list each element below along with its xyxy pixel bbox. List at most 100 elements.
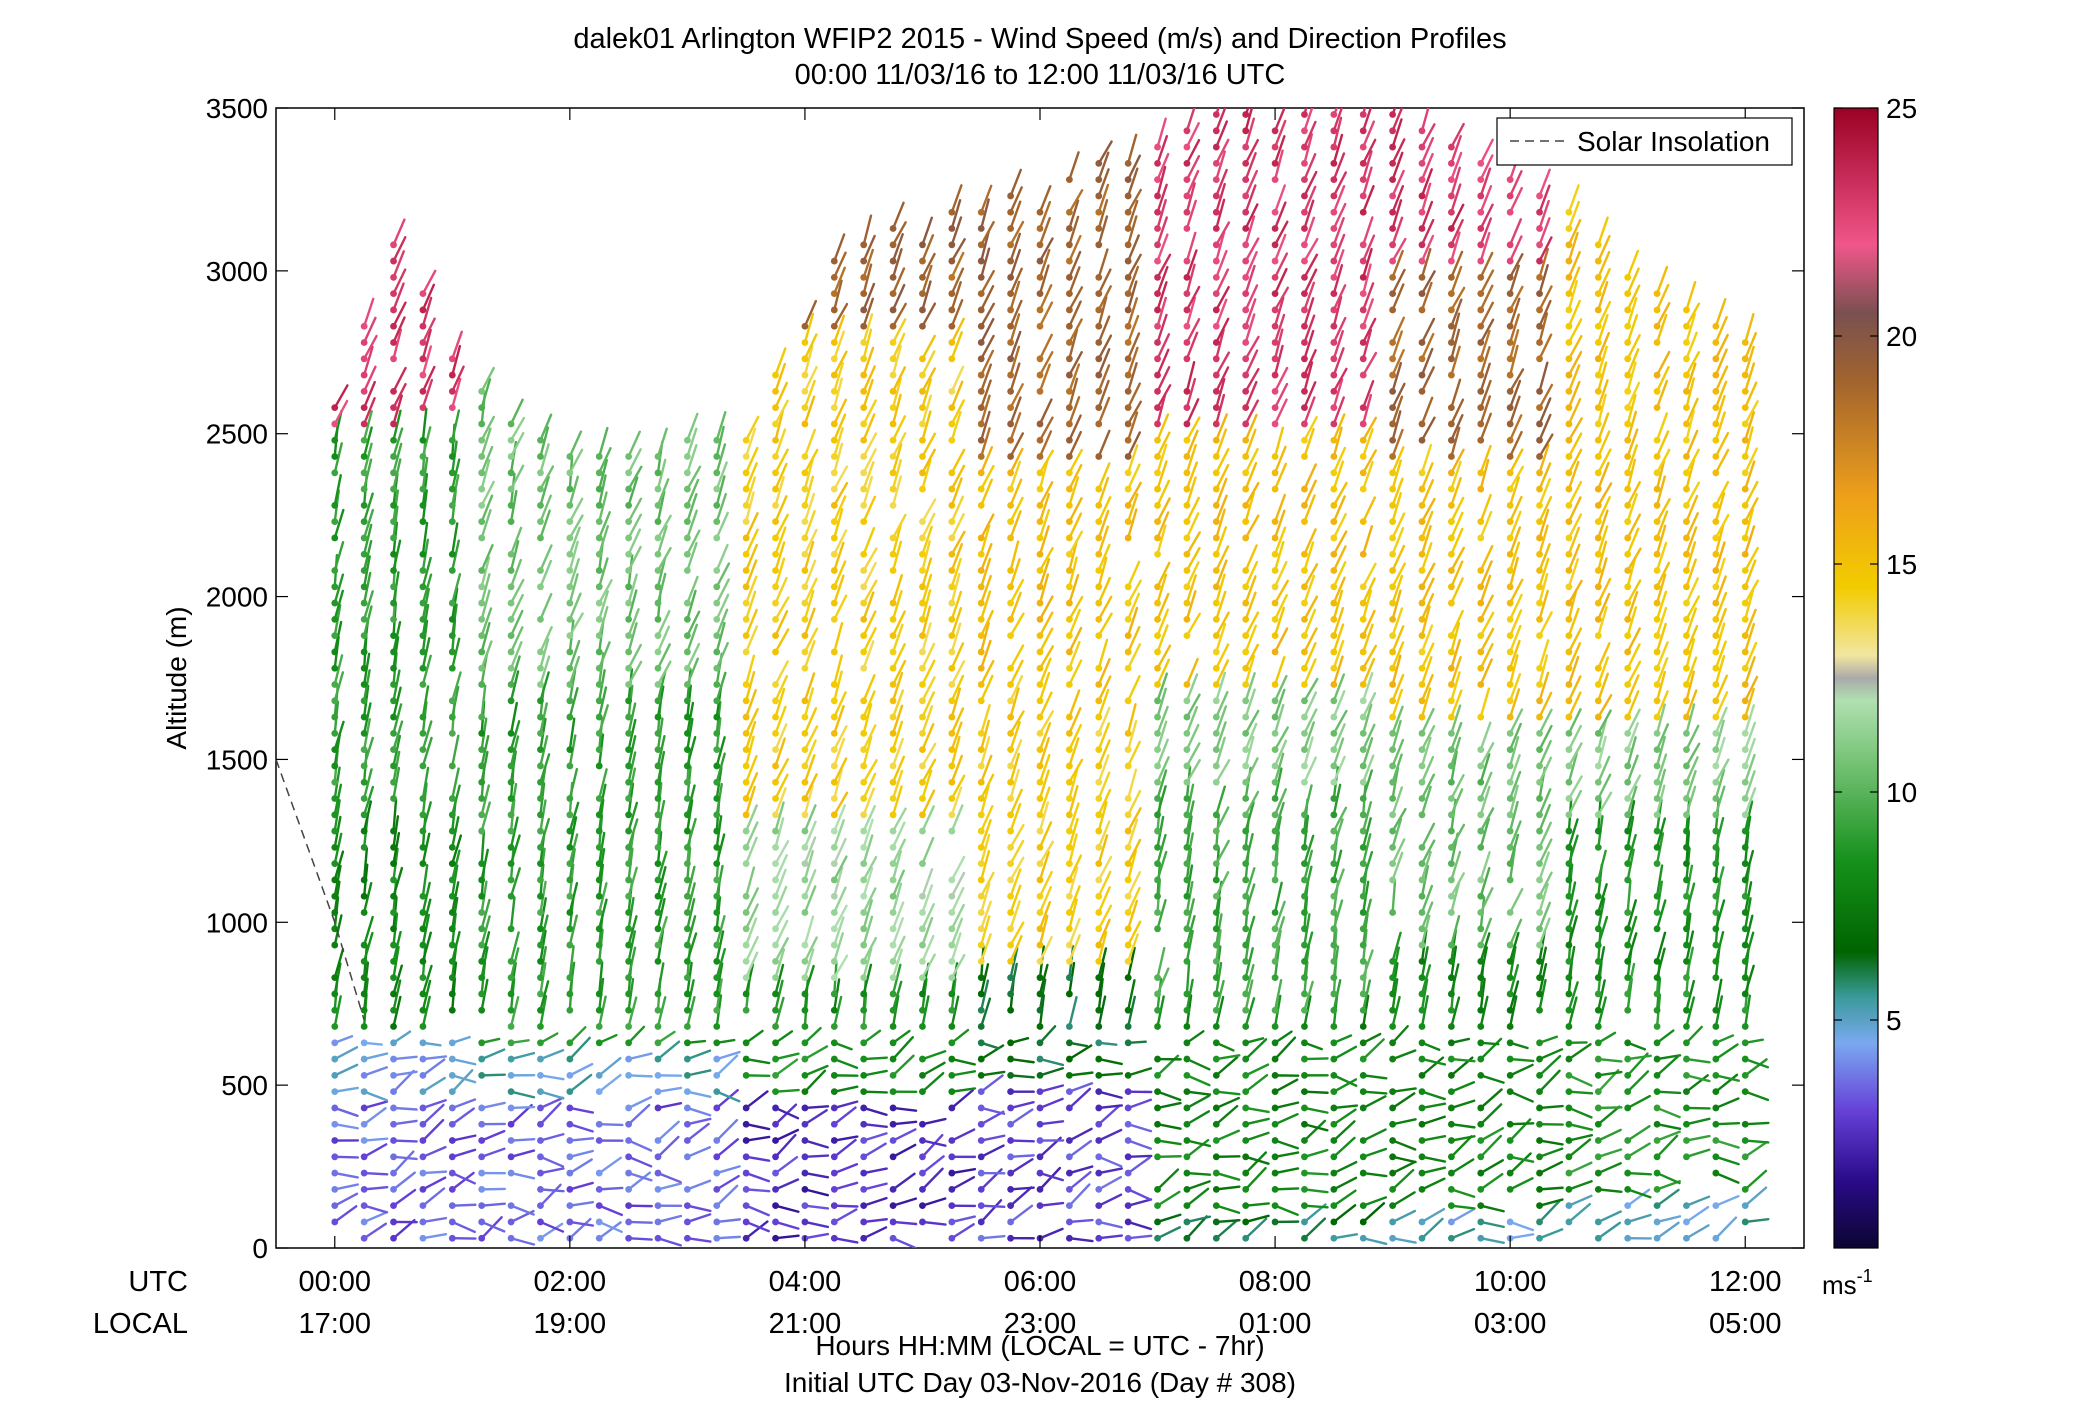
- wind-barb: [1362, 1090, 1388, 1095]
- wind-barb: [891, 755, 906, 784]
- wind-barb-dot: [1594, 909, 1602, 916]
- wind-barb: [715, 915, 726, 947]
- wind-barb: [715, 671, 727, 702]
- wind-barb-dot: [1095, 1202, 1103, 1210]
- wind-barb-dot: [1359, 648, 1367, 656]
- wind-barb-dot: [1242, 501, 1250, 509]
- wind-barb: [421, 881, 431, 914]
- wind-barb-dot: [654, 1202, 662, 1210]
- wind-barb: [1362, 1074, 1388, 1080]
- wind-barb-dot: [419, 290, 427, 298]
- wind-barb: [1185, 296, 1197, 328]
- wind-barb-dot: [1124, 453, 1132, 460]
- wind-barb-dot: [1036, 469, 1044, 477]
- wind-barb-dot: [537, 469, 544, 477]
- wind-barb-dot: [977, 909, 985, 916]
- wind-barb-dot: [1007, 990, 1015, 998]
- wind-barb-dot: [889, 387, 897, 395]
- wind-barb: [1244, 284, 1259, 312]
- wind-barb-dot: [1124, 632, 1132, 640]
- wind-barb-dot: [977, 322, 985, 330]
- wind-barb: [1538, 1048, 1564, 1061]
- wind-barb-dot: [1036, 225, 1044, 232]
- wind-barb-dot: [1565, 1104, 1573, 1112]
- wind-barb: [833, 398, 848, 426]
- wind-barb-dot: [772, 990, 779, 998]
- wind-barb: [1009, 884, 1022, 914]
- wind-barb-dot: [1447, 990, 1455, 998]
- wind-barb-dot: [919, 1055, 926, 1063]
- wind-barb: [1391, 492, 1402, 523]
- wind-barb-dot: [683, 567, 691, 574]
- wind-barb: [803, 936, 818, 963]
- wind-barb-dot: [801, 941, 809, 949]
- wind-barb: [1303, 642, 1317, 670]
- wind-barb: [744, 491, 755, 523]
- wind-barb-dot: [331, 534, 339, 542]
- wind-barb-dot: [948, 534, 956, 542]
- wind-barb: [1185, 182, 1196, 214]
- wind-barb: [1126, 849, 1137, 882]
- wind-barb-dot: [625, 567, 633, 574]
- wind-barb-dot: [977, 615, 985, 623]
- wind-barb-dot: [977, 795, 985, 802]
- wind-barb: [598, 590, 609, 621]
- wind-barb: [1009, 362, 1021, 393]
- wind-barb: [803, 754, 816, 784]
- wind-barb-dot: [1418, 355, 1426, 363]
- wind-barb-dot: [1359, 599, 1367, 607]
- wind-barb-dot: [1301, 339, 1308, 346]
- wind-barb: [833, 954, 849, 979]
- wind-barb: [1126, 1234, 1153, 1240]
- wind-barb: [1538, 247, 1550, 279]
- wind-barb: [715, 511, 729, 540]
- wind-barb-dot: [654, 892, 662, 900]
- wind-barb-dot: [1154, 355, 1161, 363]
- wind-barb: [1215, 1155, 1241, 1159]
- wind-barb: [1567, 513, 1583, 540]
- wind-barb: [1068, 497, 1083, 523]
- wind-barb-dot: [566, 632, 574, 640]
- wind-barb-dot: [1154, 762, 1161, 770]
- wind-barb-dot: [1536, 843, 1543, 851]
- wind-barb-dot: [1447, 974, 1455, 982]
- wind-barb-dot: [1565, 1202, 1573, 1210]
- wind-barb-dot: [860, 371, 868, 379]
- wind-barb: [421, 269, 437, 295]
- wind-barb: [1244, 108, 1250, 116]
- wind-barb: [1185, 331, 1199, 360]
- wind-barb-dot: [860, 974, 868, 982]
- wind-barb: [891, 935, 906, 963]
- wind-barb-dot: [742, 518, 750, 526]
- wind-barb-dot: [830, 681, 838, 688]
- wind-barb-dot: [1447, 827, 1455, 835]
- wind-barb-dot: [331, 501, 339, 509]
- wind-barb-dot: [478, 762, 486, 770]
- wind-barb-dot: [801, 664, 809, 672]
- wind-barb: [1567, 899, 1579, 930]
- wind-barb: [539, 817, 551, 849]
- wind-barb-dot: [1154, 892, 1161, 900]
- wind-barb-dot: [1007, 501, 1015, 509]
- wind-barb-dot: [537, 876, 544, 884]
- wind-barb-dot: [595, 469, 603, 477]
- wind-barb-dot: [830, 550, 838, 558]
- wind-barb-dot: [1536, 485, 1543, 493]
- wind-barb-dot: [948, 778, 956, 786]
- wind-barb-dot: [1242, 241, 1250, 249]
- wind-barb: [480, 1220, 506, 1233]
- wind-barb: [656, 866, 667, 898]
- wind-barb: [744, 708, 759, 735]
- wind-barb-dot: [1565, 534, 1573, 542]
- wind-barb-dot: [1124, 436, 1132, 444]
- wind-barb: [921, 1061, 946, 1077]
- wind-barb: [803, 707, 818, 735]
- wind-barb: [1332, 655, 1344, 686]
- wind-barb: [1185, 377, 1197, 409]
- wind-barb: [1391, 249, 1404, 279]
- wind-barb: [1156, 511, 1170, 540]
- wind-barb-dot: [331, 420, 339, 428]
- wind-barb: [1215, 1090, 1241, 1096]
- wind-barb: [1068, 1082, 1094, 1093]
- wind-barb-dot: [1301, 941, 1308, 949]
